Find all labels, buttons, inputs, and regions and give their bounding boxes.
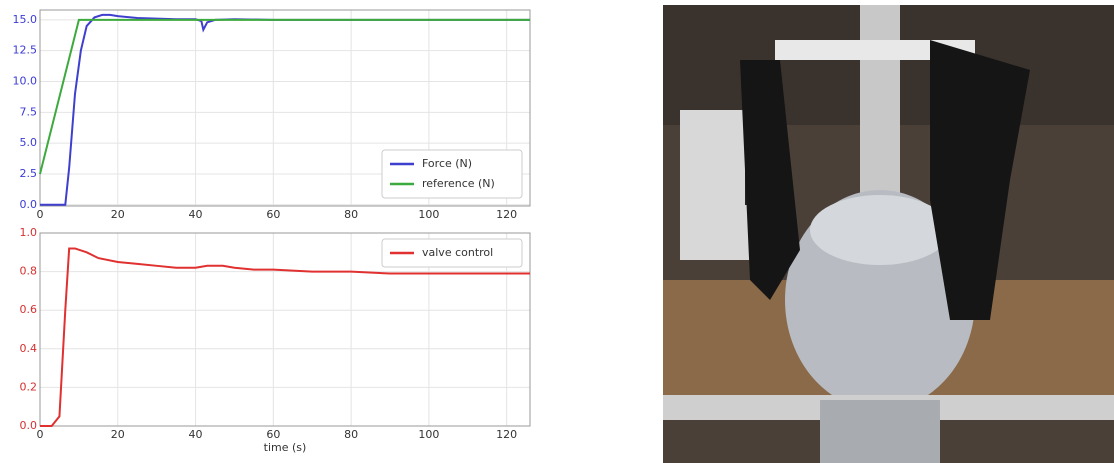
x-tick-label: 100	[418, 208, 439, 221]
x-tick-label: 40	[189, 428, 203, 441]
x-tick-label: 20	[111, 428, 125, 441]
series-line	[39, 18, 530, 175]
x-tick-label: 80	[344, 208, 358, 221]
photo-finger-left	[740, 60, 800, 300]
photo-pillar	[860, 5, 900, 205]
y-tick-label: 10.0	[13, 74, 38, 87]
y-tick-label: 0.6	[20, 303, 38, 316]
x-tick-label: 40	[189, 208, 203, 221]
plot-frame	[39, 232, 531, 427]
y-tick-label: 0.2	[20, 380, 38, 393]
x-tick-label: 120	[496, 428, 517, 441]
y-tick-label: 0.4	[20, 342, 38, 355]
photo-finger-right	[930, 40, 1030, 320]
photo-crossbar	[775, 40, 975, 60]
y-tick-label: 15.0	[13, 13, 38, 26]
x-tick-label: 60	[266, 428, 280, 441]
chart: 0 20 40 60 80 100 120 0.0 2.5 5.0 7.5 10.0 12.5 15.0 F…	[13, 9, 531, 221]
photo-part-top	[810, 195, 950, 265]
legend-label: Force (N)	[422, 157, 472, 170]
x-tick-label: 100	[418, 428, 439, 441]
photo	[663, 5, 1114, 463]
plot-frame	[39, 9, 531, 207]
y-tick-label: 1.0	[20, 226, 38, 239]
y-tick-label: 0.8	[20, 265, 38, 278]
y-tick-label: 0.0	[20, 198, 38, 211]
y-tick-label: 2.5	[20, 167, 38, 180]
legend	[381, 149, 523, 199]
legend-label: valve control	[422, 246, 493, 259]
x-tick-label: 0	[37, 208, 44, 221]
y-tick-label: 0.0	[20, 419, 38, 432]
x-tick-label: 80	[344, 428, 358, 441]
x-tick-label: 60	[266, 208, 280, 221]
x-tick-label: 0	[37, 428, 44, 441]
legend	[381, 238, 523, 268]
legend-label: reference (N)	[422, 177, 495, 190]
x-axis-label: time (s)	[264, 441, 307, 454]
x-tick-label: 20	[111, 208, 125, 221]
y-tick-label: 12.5	[13, 44, 38, 57]
chart: 0 20 40 60 80 100 120 0.0 0.2 0.4 0.6 0.8 1.0 time (s…	[20, 226, 531, 454]
photo-base	[820, 400, 940, 463]
x-tick-label: 120	[496, 208, 517, 221]
y-tick-label: 7.5	[20, 105, 38, 118]
series-line	[40, 247, 530, 427]
y-tick-label: 5.0	[20, 136, 38, 149]
